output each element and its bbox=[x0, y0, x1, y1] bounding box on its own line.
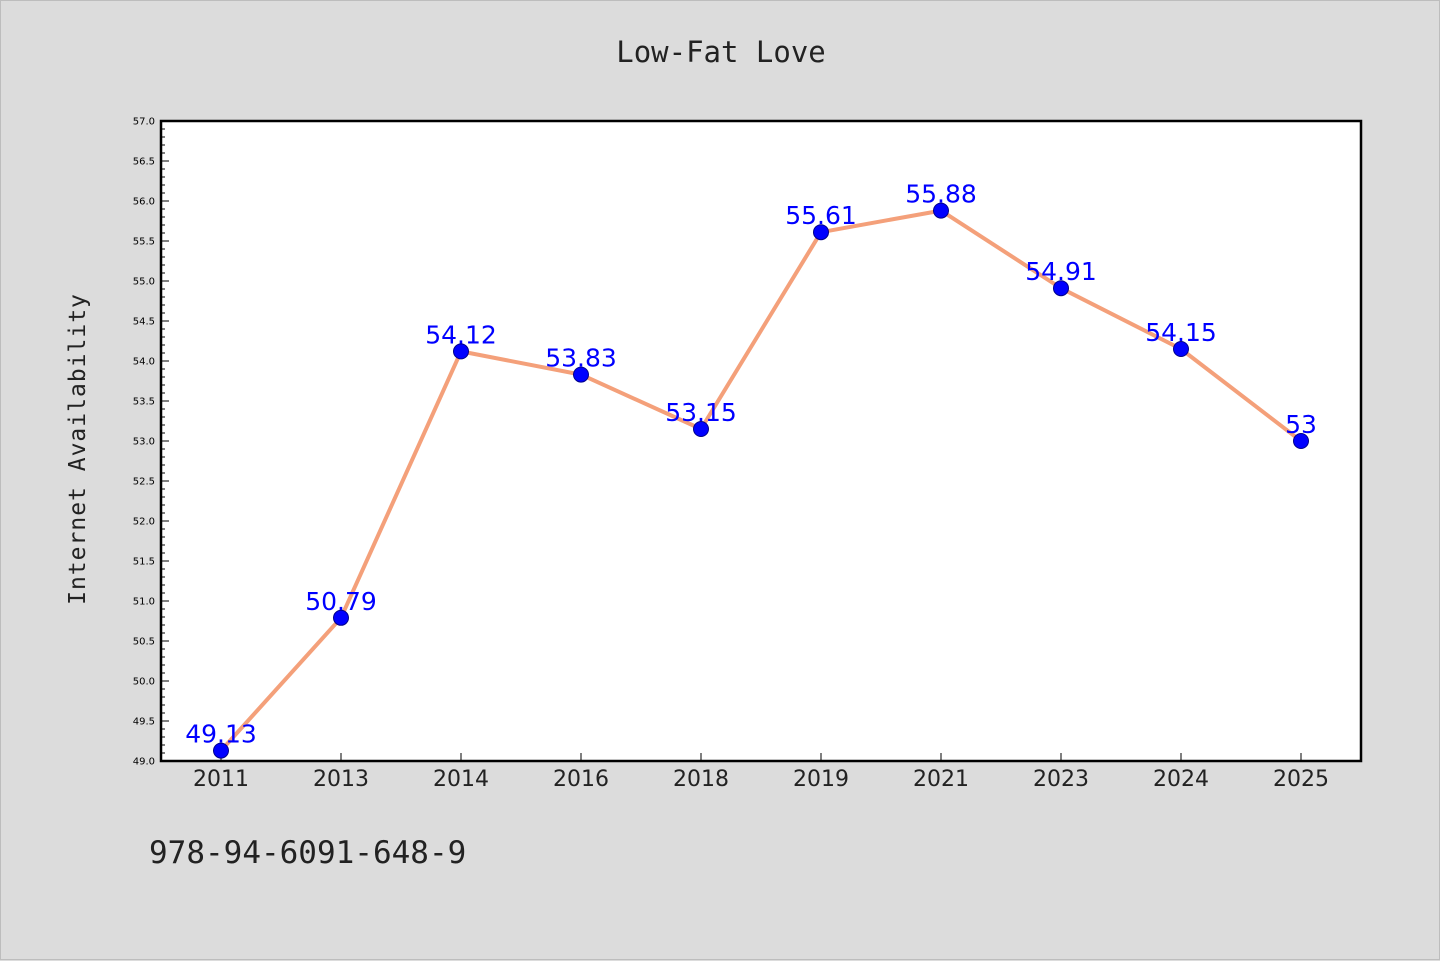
x-tick-label: 2024 bbox=[1153, 767, 1209, 792]
plot-area bbox=[159, 119, 1363, 763]
data-label: 54.12 bbox=[425, 320, 497, 349]
y-tick-label: 54.0 bbox=[133, 357, 155, 368]
x-tick-label: 2021 bbox=[913, 767, 969, 792]
y-tick-label: 55.0 bbox=[133, 277, 155, 288]
y-tick-label: 51.5 bbox=[133, 557, 155, 568]
x-tick-label: 2025 bbox=[1273, 767, 1329, 792]
y-axis-label: Internet Availability bbox=[65, 293, 91, 605]
data-label: 49.13 bbox=[185, 720, 257, 749]
y-tick-label: 53.5 bbox=[133, 397, 155, 408]
data-point bbox=[453, 343, 469, 360]
chart-title: Low-Fat Love bbox=[616, 35, 826, 69]
data-label: 50.79 bbox=[305, 587, 377, 616]
y-tick-label: 54.5 bbox=[133, 317, 155, 328]
data-label: 55.88 bbox=[905, 180, 977, 209]
data-point bbox=[573, 366, 589, 383]
data-label: 54.91 bbox=[1025, 257, 1097, 286]
y-tick-label: 51.0 bbox=[133, 597, 155, 608]
series-line bbox=[219, 208, 1303, 752]
data-point bbox=[333, 609, 349, 626]
y-tick-label: 53.0 bbox=[133, 437, 155, 448]
y-tick-label: 57.0 bbox=[133, 117, 155, 128]
data-point bbox=[213, 742, 229, 759]
footer-code: 978-94-6091-648-9 bbox=[149, 835, 467, 871]
x-tick-label: 2013 bbox=[313, 767, 369, 792]
x-tick-label: 2018 bbox=[673, 767, 729, 792]
y-tick-label: 55.5 bbox=[133, 237, 155, 248]
y-tick-label: 56.5 bbox=[133, 157, 155, 168]
y-tick-label: 50.5 bbox=[133, 637, 155, 648]
x-tick-label: 2019 bbox=[793, 767, 849, 792]
data-label: 55.61 bbox=[785, 201, 857, 230]
x-tick-label: 2011 bbox=[193, 767, 249, 792]
data-point bbox=[1053, 280, 1069, 297]
y-tick-label: 52.0 bbox=[133, 517, 155, 528]
data-point bbox=[813, 224, 829, 241]
y-tick-label: 50.0 bbox=[133, 677, 155, 688]
data-label: 53.15 bbox=[665, 398, 737, 427]
data-label: 53.83 bbox=[545, 344, 617, 373]
data-label: 54.15 bbox=[1145, 318, 1217, 347]
x-tick-label: 2023 bbox=[1033, 767, 1089, 792]
y-tick-label: 52.5 bbox=[133, 477, 155, 488]
y-tick-label: 56.0 bbox=[133, 197, 155, 208]
data-point bbox=[1293, 433, 1309, 449]
data-point bbox=[693, 421, 709, 437]
y-tick-label: 49.0 bbox=[133, 757, 155, 768]
y-tick-label: 49.5 bbox=[133, 717, 155, 728]
x-tick-label: 2014 bbox=[433, 767, 489, 792]
data-label: 53 bbox=[1285, 410, 1317, 439]
data-point bbox=[1173, 341, 1189, 357]
x-tick-label: 2016 bbox=[553, 767, 609, 792]
data-point bbox=[933, 202, 949, 219]
